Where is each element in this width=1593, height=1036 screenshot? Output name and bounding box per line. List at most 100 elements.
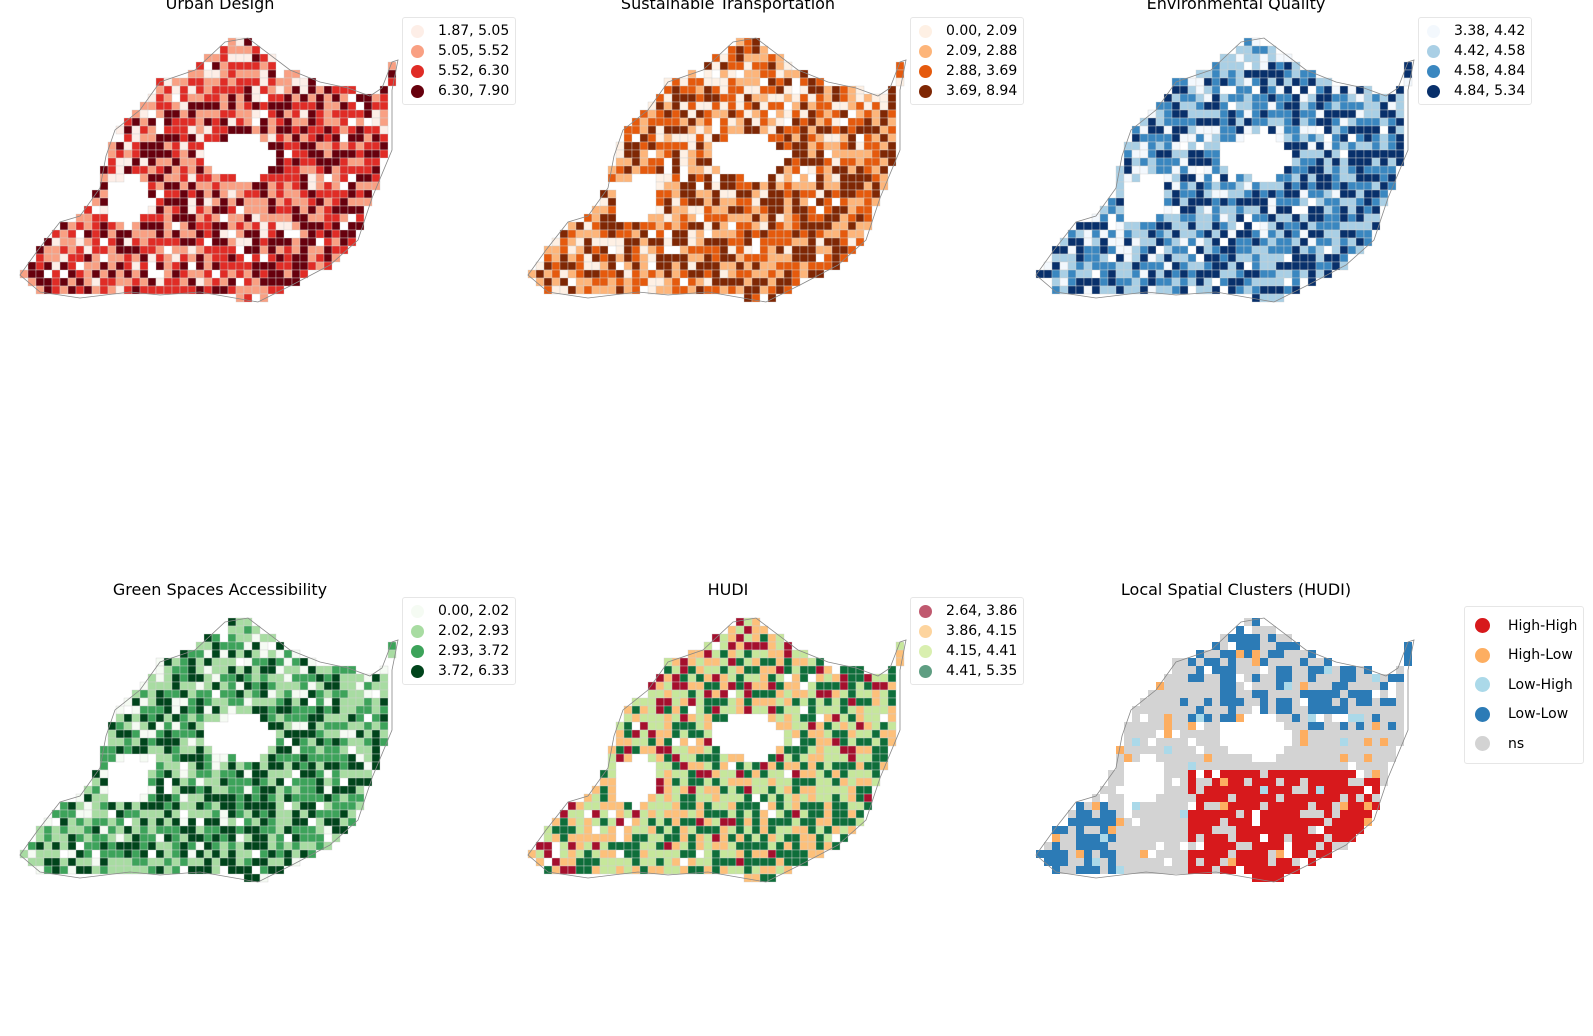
grid-cell [1139, 245, 1149, 255]
panel-local-spatial-clusters: Local Spatial Clusters (HUDI) High-High … [1016, 580, 1585, 1036]
grid-cell [839, 769, 849, 779]
grid-cell [1228, 810, 1236, 818]
grid-cell [1172, 722, 1180, 730]
grid-cell [815, 705, 825, 715]
grid-cell [139, 729, 149, 739]
grid-cell [323, 769, 333, 779]
grid-cell [267, 801, 277, 811]
grid-cell [1251, 229, 1261, 239]
grid-cell [163, 277, 173, 287]
grid-cell [1244, 770, 1252, 778]
grid-cell [347, 809, 357, 819]
grid-cell [299, 713, 309, 723]
grid-cell [719, 229, 729, 239]
grid-cell [163, 165, 173, 175]
grid-cell [163, 745, 173, 755]
grid-cell [1291, 141, 1301, 151]
grid-cell [259, 197, 269, 207]
grid-cell [759, 69, 769, 79]
grid-cell [623, 753, 633, 763]
grid-cell [307, 173, 317, 183]
grid-cell [727, 825, 737, 835]
grid-cell [719, 237, 729, 247]
grid-cell [1372, 778, 1380, 786]
grid-cell [243, 181, 253, 191]
legend-item: 0.00, 2.02 [411, 601, 509, 621]
grid-cell [767, 785, 777, 795]
map-hudi[interactable] [527, 610, 908, 890]
grid-cell [139, 793, 149, 803]
grid-cell [115, 125, 125, 135]
grid-cell [1211, 101, 1221, 111]
grid-cell [687, 253, 697, 263]
grid-cell [315, 745, 325, 755]
grid-cell [847, 721, 857, 731]
grid-cell [639, 125, 649, 135]
grid-cell [1260, 778, 1268, 786]
grid-cell [139, 125, 149, 135]
grid-cell [711, 681, 721, 691]
grid-cell [671, 777, 681, 787]
grid-cell [855, 729, 865, 739]
grid-cell [195, 229, 205, 239]
grid-cell [267, 697, 277, 707]
grid-cell [123, 857, 133, 867]
grid-cell [27, 849, 37, 859]
grid-cell [671, 285, 681, 295]
grid-cell [839, 245, 849, 255]
grid-cell [251, 125, 261, 135]
grid-cell [1268, 698, 1276, 706]
grid-cell [1340, 754, 1348, 762]
grid-cell [759, 253, 769, 263]
grid-cell [291, 197, 301, 207]
grid-cell [1300, 674, 1308, 682]
map-environmental-quality[interactable] [1035, 30, 1416, 310]
grid-cell [879, 125, 889, 135]
grid-cell [1300, 730, 1308, 738]
grid-cell [75, 857, 85, 867]
grid-cell [131, 165, 141, 175]
grid-cell [1132, 722, 1140, 730]
grid-cell [1211, 205, 1221, 215]
grid-cell [1275, 285, 1285, 295]
grid-cell [799, 149, 809, 159]
grid-cell [1124, 754, 1132, 762]
grid-cell [1180, 730, 1188, 738]
grid-cell [559, 825, 569, 835]
grid-cell [767, 873, 777, 883]
grid-cell [671, 229, 681, 239]
grid-cell [1251, 53, 1261, 63]
grid-cell [1235, 229, 1245, 239]
grid-cell [599, 245, 609, 255]
map-urban-design[interactable] [19, 30, 400, 310]
grid-cell [767, 117, 777, 127]
grid-cell [1219, 245, 1229, 255]
grid-cell [1348, 690, 1356, 698]
map-green-spaces-accessibility[interactable] [19, 610, 400, 890]
grid-cell [1339, 229, 1349, 239]
grid-cell [355, 157, 365, 167]
grid-cell [1396, 738, 1404, 746]
grid-cell [823, 721, 833, 731]
grid-cell [1292, 714, 1300, 722]
grid-cell [291, 253, 301, 263]
grid-cell [291, 261, 301, 271]
grid-cell [107, 737, 117, 747]
grid-cell [711, 825, 721, 835]
grid-cell [307, 761, 317, 771]
grid-cell [775, 857, 785, 867]
grid-cell [299, 117, 309, 127]
grid-cell [711, 205, 721, 215]
grid-cell [1363, 85, 1373, 95]
grid-cell [147, 689, 157, 699]
grid-cell [203, 245, 213, 255]
grid-cell [299, 85, 309, 95]
grid-cell [631, 737, 641, 747]
grid-cell [355, 197, 365, 207]
map-sustainable-transportation[interactable] [527, 30, 908, 310]
grid-cell [879, 697, 889, 707]
grid-cell [1204, 674, 1212, 682]
grid-cell [863, 181, 873, 191]
map-local-spatial-clusters[interactable] [1035, 610, 1416, 890]
grid-cell [623, 277, 633, 287]
